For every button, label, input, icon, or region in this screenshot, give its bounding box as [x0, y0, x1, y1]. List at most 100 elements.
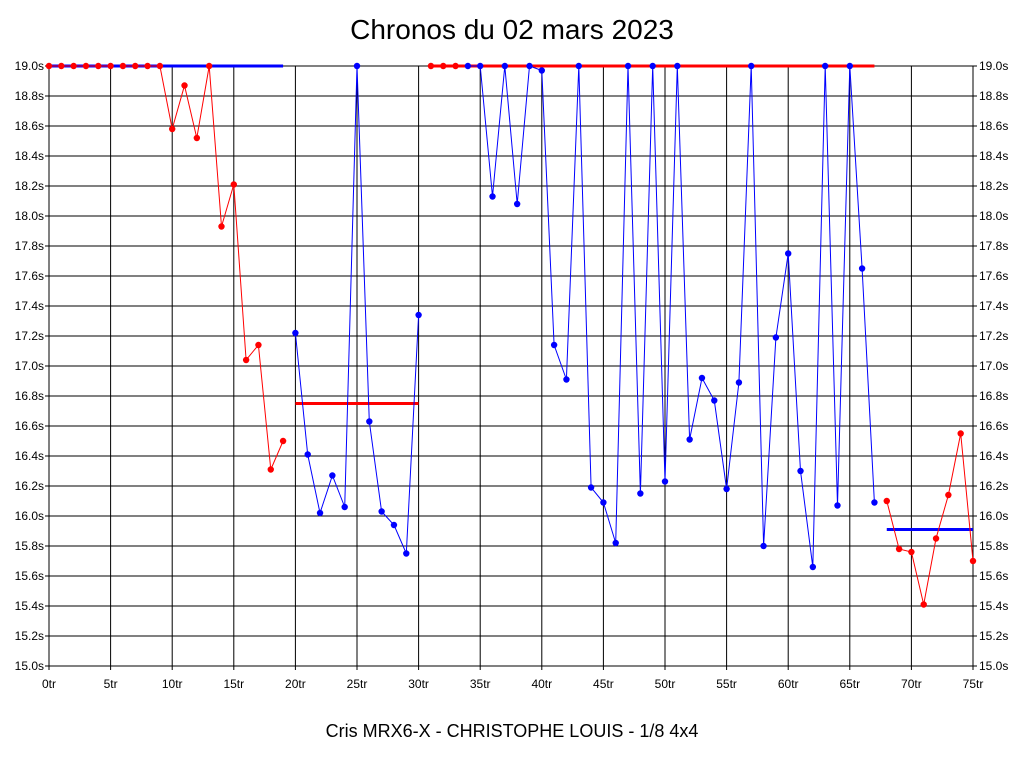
- y-tick-label-right: 18.0s: [979, 209, 1008, 223]
- data-point: [526, 62, 533, 70]
- data-point: [649, 62, 656, 70]
- y-tick-label-left: 15.0s: [15, 659, 44, 673]
- y-tick-label-right: 16.2s: [979, 479, 1008, 493]
- y-tick-label-left: 17.8s: [15, 239, 44, 253]
- x-tick-label: 65tr: [839, 677, 860, 691]
- y-tick-label-right: 17.0s: [979, 359, 1008, 373]
- y-tick-label-left: 18.0s: [15, 209, 44, 223]
- series-blue: [292, 62, 422, 557]
- data-point: [279, 437, 287, 445]
- x-tick-label: 30tr: [408, 677, 429, 691]
- data-point: [809, 563, 817, 571]
- x-tick-label: 20tr: [285, 677, 306, 691]
- x-tick-label: 35tr: [470, 677, 491, 691]
- data-point: [415, 311, 422, 319]
- x-tick-label: 60tr: [778, 677, 799, 691]
- y-tick-label-left: 16.2s: [15, 479, 44, 493]
- x-tick-label: 75tr: [963, 677, 984, 691]
- data-point: [846, 62, 853, 70]
- y-tick-label-right: 19.0s: [979, 59, 1008, 73]
- data-point: [292, 329, 299, 337]
- data-point: [218, 223, 225, 230]
- x-tick-label: 40tr: [531, 677, 552, 691]
- data-point: [587, 484, 595, 491]
- y-tick-label-left: 17.6s: [15, 269, 44, 283]
- series-red: [45, 62, 114, 70]
- data-point: [760, 542, 767, 550]
- data-point: [427, 62, 435, 70]
- y-tick-label-left: 16.0s: [15, 509, 44, 523]
- data-point: [785, 250, 792, 257]
- data-point: [193, 134, 201, 142]
- x-tick-label: 0tr: [42, 677, 56, 691]
- data-point: [329, 472, 336, 479]
- y-tick-label-right: 17.4s: [979, 299, 1008, 313]
- data-point: [477, 62, 484, 70]
- data-point: [674, 62, 681, 70]
- data-point: [735, 379, 743, 386]
- data-point: [575, 62, 582, 70]
- x-tick-label: 10tr: [162, 677, 183, 691]
- chart-title: Chronos du 02 mars 2023: [350, 14, 674, 45]
- y-tick-label-left: 15.8s: [15, 539, 44, 553]
- data-point: [563, 376, 570, 383]
- series-blue: [464, 62, 878, 571]
- data-point: [748, 62, 755, 70]
- data-point: [489, 193, 496, 200]
- x-tick-label: 55tr: [716, 677, 737, 691]
- y-tick-label-left: 18.6s: [15, 119, 44, 133]
- axis-layer: 15.0s 15.0s 15.2s 15.2s 15.4s 15.4s 15.6s 15.6s…: [15, 59, 1009, 691]
- y-tick-label-left: 17.0s: [15, 359, 44, 373]
- series-layer: [45, 62, 977, 608]
- y-tick-label-right: 16.6s: [979, 419, 1008, 433]
- chart-footer: Cris MRX6-X - CHRISTOPHE LOUIS - 1/8 4x4: [325, 721, 699, 741]
- data-point: [304, 451, 311, 458]
- y-tick-label-left: 15.4s: [15, 599, 44, 613]
- data-point: [945, 491, 952, 499]
- data-point: [612, 539, 619, 547]
- data-point: [403, 550, 410, 557]
- data-point: [378, 508, 385, 515]
- data-point: [821, 62, 829, 70]
- data-point: [353, 62, 361, 70]
- data-point: [144, 62, 151, 70]
- x-tick-label: 70tr: [901, 677, 922, 691]
- series-red: [883, 430, 977, 608]
- y-tick-label-right: 15.6s: [979, 569, 1008, 583]
- data-point: [711, 397, 718, 404]
- data-point: [883, 497, 890, 505]
- series-line: [122, 65, 284, 472]
- x-tick-label: 45tr: [593, 677, 614, 691]
- data-point: [932, 535, 940, 542]
- data-point: [723, 485, 730, 493]
- y-tick-label-right: 18.4s: [979, 149, 1008, 163]
- data-point: [698, 374, 706, 382]
- data-point: [834, 502, 841, 509]
- data-point: [316, 509, 324, 517]
- data-point: [550, 341, 558, 349]
- y-tick-label-right: 15.2s: [979, 629, 1008, 643]
- data-point: [637, 490, 644, 497]
- data-point: [107, 62, 114, 70]
- data-point: [205, 62, 213, 70]
- data-point: [600, 499, 607, 506]
- data-point: [390, 521, 398, 529]
- y-tick-label-left: 18.4s: [15, 149, 44, 163]
- series-red: [119, 62, 287, 473]
- y-tick-label-right: 18.8s: [979, 89, 1008, 103]
- y-tick-label-right: 15.8s: [979, 539, 1008, 553]
- y-tick-label-left: 17.4s: [15, 299, 44, 313]
- data-point: [895, 545, 903, 553]
- data-point: [969, 557, 977, 565]
- data-point: [366, 418, 373, 425]
- y-tick-label-left: 18.2s: [15, 179, 44, 193]
- data-point: [156, 62, 164, 70]
- y-tick-label-right: 18.6s: [979, 119, 1008, 133]
- data-point: [230, 181, 237, 188]
- data-point: [242, 356, 250, 364]
- y-tick-label-left: 18.8s: [15, 89, 44, 103]
- y-tick-label-left: 16.8s: [15, 389, 44, 403]
- data-point: [119, 62, 127, 70]
- data-point: [95, 62, 102, 70]
